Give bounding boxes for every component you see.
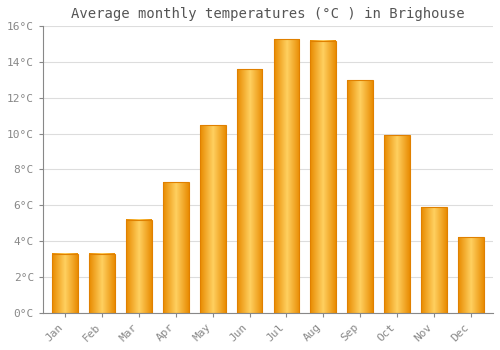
- Bar: [163, 182, 188, 313]
- Bar: [421, 207, 447, 313]
- Bar: [89, 254, 115, 313]
- Bar: [348, 80, 373, 313]
- Bar: [458, 237, 484, 313]
- Bar: [200, 125, 226, 313]
- Bar: [310, 41, 336, 313]
- Bar: [236, 69, 262, 313]
- Bar: [274, 39, 299, 313]
- Bar: [384, 135, 410, 313]
- Title: Average monthly temperatures (°C ) in Brighouse: Average monthly temperatures (°C ) in Br…: [71, 7, 465, 21]
- Bar: [52, 254, 78, 313]
- Bar: [126, 219, 152, 313]
